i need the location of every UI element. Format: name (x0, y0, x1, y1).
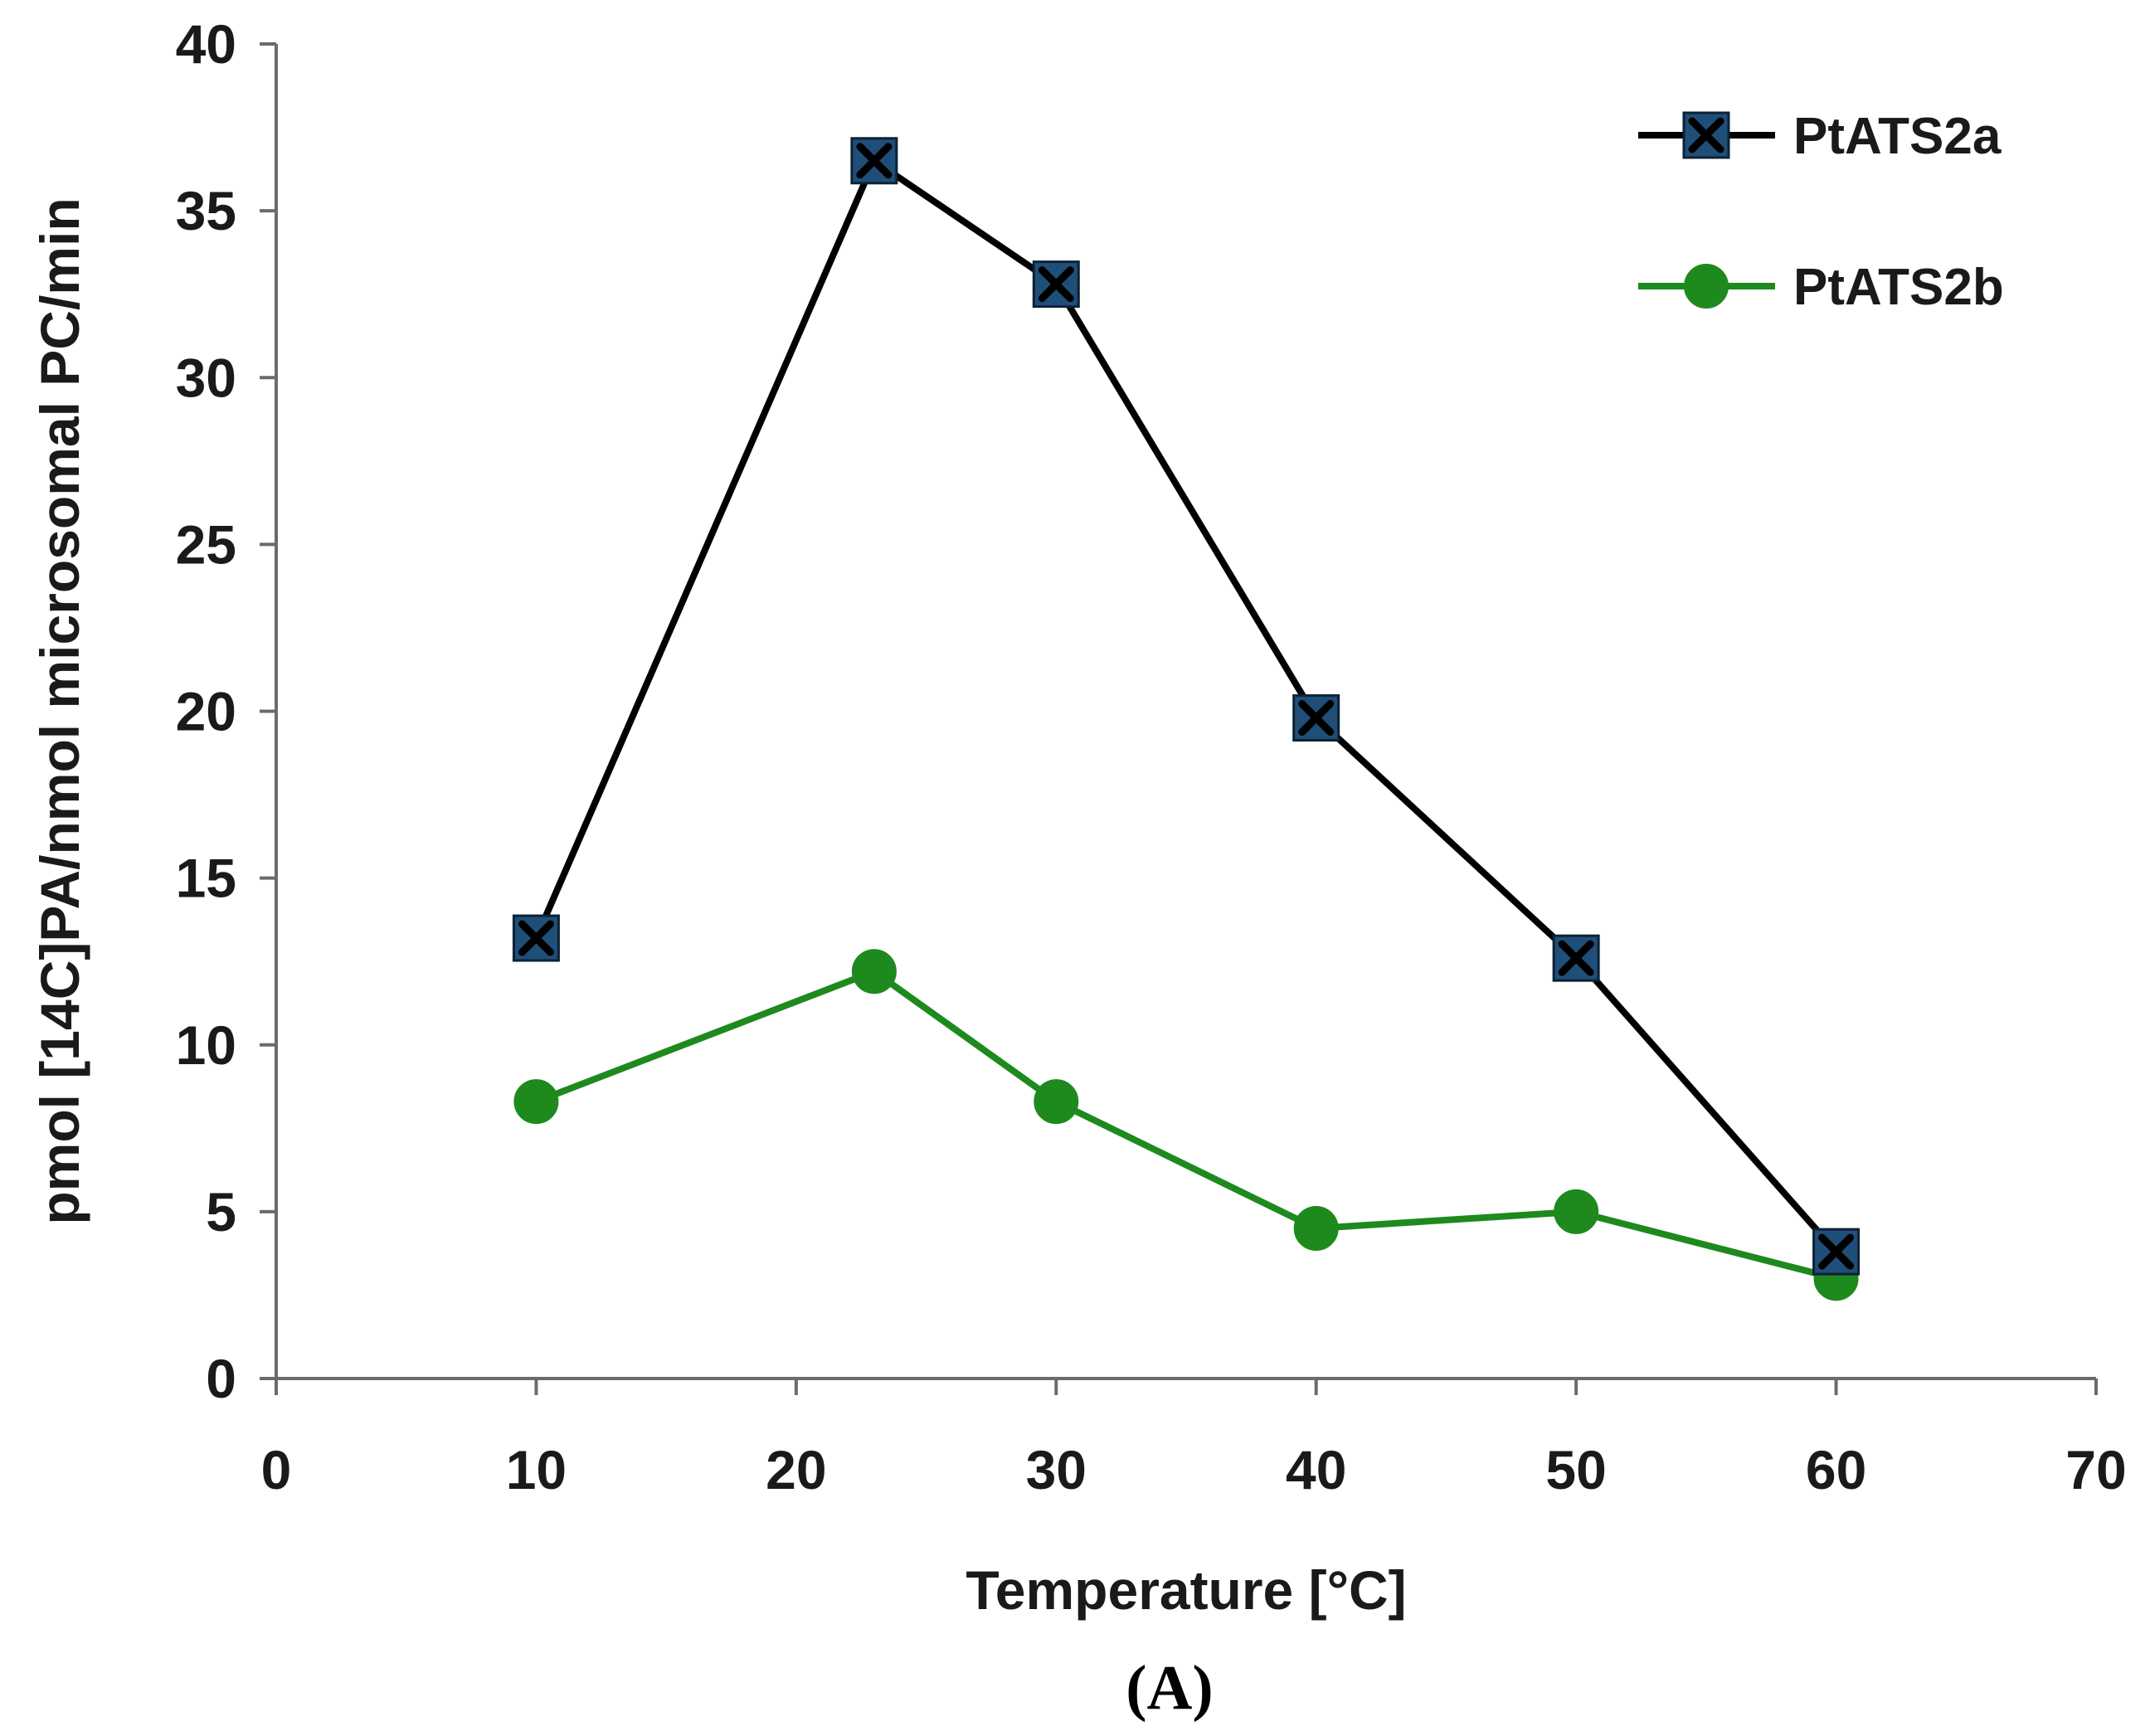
y-tick-label: 25 (176, 513, 236, 575)
panel-label: (A) (1126, 1653, 1214, 1723)
legend-marker (1682, 111, 1730, 159)
series-line-PtATS2a (533, 157, 1839, 1254)
data-point-PtATS2a (512, 914, 560, 962)
marker-x (1038, 266, 1074, 303)
data-point-PtATS2a (1552, 934, 1600, 982)
x-axis-title: Temperature [°C] (966, 1559, 1406, 1621)
marker-x (1688, 117, 1724, 153)
y-tick-label: 30 (176, 347, 236, 408)
x-tick-label: 50 (1545, 1439, 1606, 1500)
marker-x (1558, 940, 1594, 976)
y-tick-label: 0 (206, 1348, 236, 1409)
data-point-PtATS2a (850, 137, 898, 185)
data-point-PtATS2b (1293, 1205, 1339, 1251)
data-point-PtATS2b (1554, 1189, 1599, 1234)
y-tick-label: 40 (176, 13, 236, 75)
marker-x (518, 920, 554, 956)
data-point-PtATS2b (1034, 1079, 1079, 1125)
y-tick-label: 10 (176, 1014, 236, 1076)
x-tick-label: 40 (1286, 1439, 1346, 1500)
legend-item-PtATS2b: PtATS2b (1638, 259, 2004, 316)
y-tick-label: 5 (206, 1181, 236, 1242)
y-axis-title: pmol [14C]PA/nmol microsomal PC/min (29, 197, 90, 1224)
x-tick-label: 0 (261, 1439, 292, 1500)
x-tick-label: 70 (2065, 1439, 2126, 1500)
legend-label: PtATS2a (1793, 108, 2002, 165)
x-tick-label: 30 (1026, 1439, 1087, 1500)
x-tick-label: 60 (1806, 1439, 1866, 1500)
marker-x (1818, 1233, 1855, 1270)
legend: PtATS2a PtATS2b (1638, 108, 2004, 316)
data-point-PtATS2a (1032, 260, 1080, 309)
data-point-PtATS2b (851, 949, 897, 994)
y-tick-label: 15 (176, 848, 236, 909)
legend-marker (1684, 264, 1729, 309)
marker-x (856, 143, 893, 179)
data-point-PtATS2b (513, 1079, 559, 1125)
y-tick-label: 20 (176, 681, 236, 742)
data-point-PtATS2a (1812, 1228, 1861, 1276)
legend-item-PtATS2a: PtATS2a (1638, 108, 2002, 165)
axes (260, 42, 2098, 1395)
tick-labels: 0 10 20 30 40 50 60 70 0 5 10 15 20 25 30 35 40 (176, 13, 2127, 1500)
data-point-PtATS2a (1292, 694, 1340, 742)
marker-x (1298, 700, 1335, 737)
series-line-PtATS2b (534, 968, 1837, 1282)
series-layer (512, 137, 1861, 1301)
legend-label: PtATS2b (1793, 259, 2004, 316)
y-tick-label: 35 (176, 180, 236, 241)
x-tick-label: 20 (766, 1439, 826, 1500)
x-tick-label: 10 (506, 1439, 567, 1500)
